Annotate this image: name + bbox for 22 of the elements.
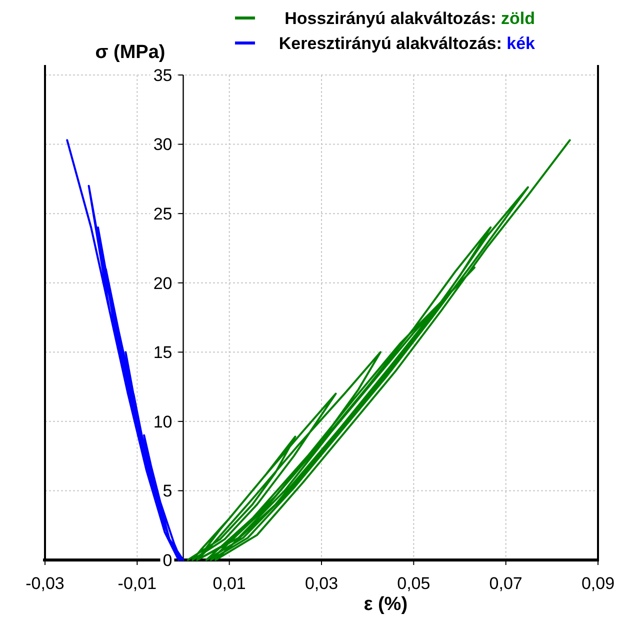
y-tick-label: 10 <box>153 412 172 432</box>
text: zöld <box>496 9 535 28</box>
x-tick-label: 0,03 <box>304 574 338 593</box>
x-tick-label: 0,09 <box>581 574 615 593</box>
y-tick-label: 0 <box>162 550 172 570</box>
y-tick-label: 35 <box>153 66 172 85</box>
y-tick-label: 15 <box>153 343 172 362</box>
legend-label: Hosszirányú alakváltozás: <box>284 9 496 28</box>
y-tick-label: 5 <box>162 482 172 501</box>
x-axis-title: ε (%) <box>364 594 408 615</box>
y-tick-label: 25 <box>153 204 172 224</box>
x-tick-label: -0,03 <box>26 574 64 593</box>
y-axis-title: σ (MPa) <box>95 42 166 63</box>
x-tick-label: 0,01 <box>212 574 246 593</box>
x-tick-label: 0,05 <box>397 574 430 593</box>
text: kék <box>502 34 536 53</box>
line-series <box>186 139 571 561</box>
legend-label: Keresztirányú alakváltozás: <box>278 34 502 53</box>
x-tick-label: -0,01 <box>118 574 157 593</box>
x-tick-label: 0,07 <box>489 574 522 593</box>
y-tick-label: 30 <box>153 135 172 154</box>
y-tick-label: 20 <box>153 274 172 293</box>
